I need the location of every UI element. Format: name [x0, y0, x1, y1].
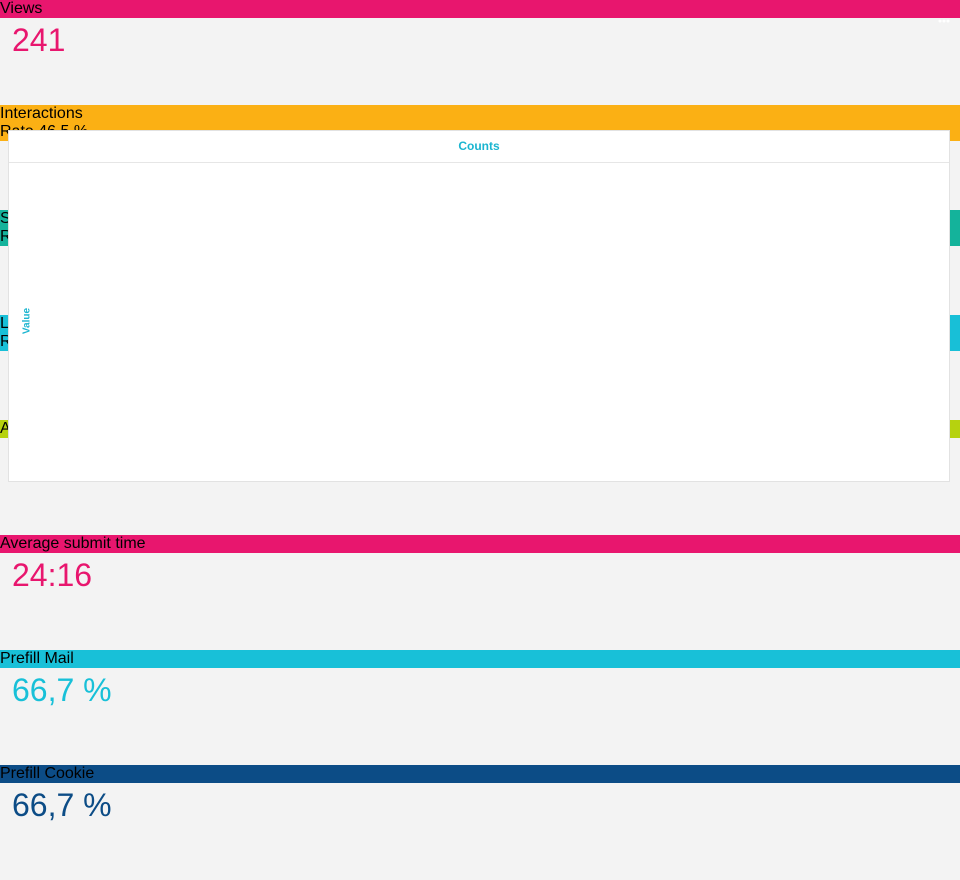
card-title: Views — [0, 0, 43, 17]
card-title: Prefill Cookie — [0, 765, 95, 782]
card-value: 24:16 — [12, 557, 93, 593]
dashboard: Views-50510152022 – May27 – May01 – Jun0… — [0, 0, 960, 823]
card-header: Average submit time — [0, 19, 960, 553]
card: Views-50510152022 – May27 – May01 – Jun0… — [0, 0, 960, 105]
chart-title: Counts — [458, 139, 500, 153]
card: Prefill Cookie 66,7 % — [0, 19, 960, 880]
card-header: Prefill Mail — [0, 19, 960, 668]
menu-dots — [938, 10, 950, 28]
card-value: 66,7 % — [12, 672, 112, 708]
card-value: 66,7 % — [12, 787, 112, 823]
card-title: Prefill Mail — [0, 650, 74, 667]
y-axis-label: Value — [22, 308, 33, 335]
card: Average submit time 24:16 — [0, 19, 960, 650]
card-header: Prefill Cookie — [0, 19, 960, 783]
card: Prefill Mail 66,7 % — [0, 19, 960, 765]
chart-panel: Counts Value — [8, 130, 950, 482]
chart: Counts Value — [9, 139, 949, 335]
card-header: Views-50510152022 – May27 – May01 – Jun0… — [0, 0, 960, 23]
card-title: Average submit time — [0, 535, 146, 552]
card-title: Interactions — [0, 105, 83, 122]
card-value: 241 — [12, 22, 66, 58]
